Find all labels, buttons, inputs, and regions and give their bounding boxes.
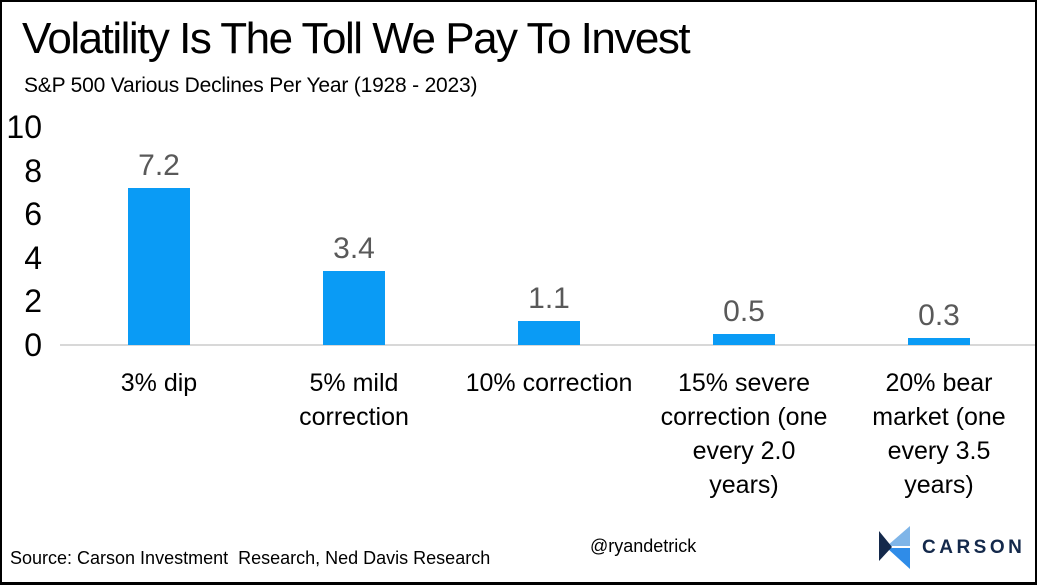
carson-chevron-icon	[879, 526, 910, 569]
x-axis-category-label: 20% bear market (one every 3.5 years)	[872, 369, 1006, 499]
bar-value-label: 0.3	[918, 299, 960, 333]
chart-title: Volatility Is The Toll We Pay To Invest	[22, 14, 691, 63]
chart-subtitle: S&P 500 Various Declines Per Year (1928 …	[24, 74, 478, 97]
bar-value-label: 3.4	[333, 231, 375, 265]
x-axis-line	[60, 344, 1035, 346]
y-axis-tick-label: 10	[6, 109, 42, 145]
y-axis-tick-label: 8	[24, 152, 42, 189]
bar	[518, 321, 580, 345]
x-axis-category-label: 15% severe correction (one every 2.0 yea…	[660, 369, 828, 499]
x-axis-category-label: 10% correction	[465, 369, 633, 397]
source-text: Source: Carson Investment Research, Ned …	[10, 548, 491, 568]
bar	[908, 338, 970, 345]
bar-value-label: 7.2	[138, 149, 180, 183]
bar	[713, 334, 775, 345]
y-axis-tick-label: 6	[24, 196, 42, 233]
carson-logo-text: CARSON	[922, 537, 1026, 558]
twitter-handle: @ryandetrick	[590, 536, 697, 556]
y-axis-tick-label: 0	[24, 327, 42, 363]
carson-logo: CARSON	[878, 525, 1025, 571]
y-axis-tick-label: 2	[24, 283, 42, 320]
x-axis-category-label: 3% dip	[120, 369, 198, 397]
y-axis-tick-label: 4	[24, 239, 42, 276]
bar-value-label: 1.1	[528, 282, 570, 316]
bar-value-label: 0.5	[723, 295, 765, 329]
x-axis-category-label: 5% mild correction	[299, 369, 409, 431]
bar	[128, 188, 190, 345]
bar	[323, 270, 385, 345]
